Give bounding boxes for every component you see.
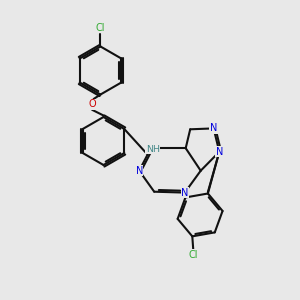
Text: N: N [216,147,223,157]
Text: Cl: Cl [96,23,105,33]
Text: N: N [210,123,217,134]
Text: N: N [181,188,188,198]
Text: N: N [136,166,143,176]
Text: O: O [88,99,96,110]
Text: NH: NH [146,145,160,154]
Text: Cl: Cl [188,250,198,260]
